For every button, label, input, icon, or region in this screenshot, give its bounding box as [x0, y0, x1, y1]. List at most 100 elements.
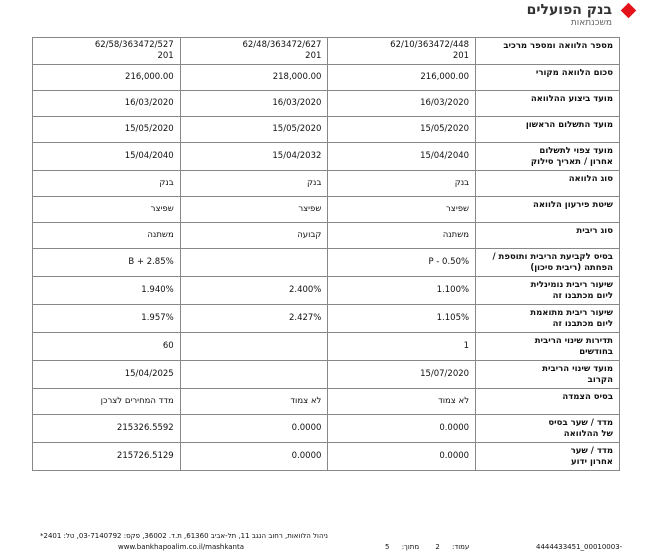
row-label: סכום הלוואה מקורי	[475, 64, 620, 91]
cell: 16/03/2020	[327, 90, 477, 117]
cell: 60	[32, 332, 181, 361]
table-row: שיעור ריבית מתואמת ליום מכתבנו זה 1.105% 2.…	[32, 304, 620, 333]
cell-text: 62/48/363472/627	[242, 40, 322, 50]
cell-text: שיטת פירעון הלוואה	[533, 200, 613, 210]
row-label: מספר הלוואה ומספר מרכיב	[475, 37, 620, 65]
cell-text: 1	[463, 341, 470, 351]
cell: 62/58/363472/527 201	[32, 37, 181, 65]
cell: P - 0.50%	[327, 248, 477, 277]
cell-text: 16/03/2020	[420, 98, 470, 108]
cell-text: הפחתה (ריבית סיכון)	[530, 263, 613, 273]
cell-text: 15/05/2020	[420, 124, 470, 134]
table-row: מועד התשלום הראשון 15/05/2020 15/05/2020 15…	[32, 116, 620, 143]
row-label: מדד / שער בסיס של ההלוואה	[475, 414, 620, 443]
cell-text: בסיס הצמדה	[562, 392, 613, 402]
table-row: בסיס הצמדה לא צמוד לא צמוד מדד המחירים לצרכ…	[32, 388, 620, 415]
table-row: סכום הלוואה מקורי 216,000.00 218,000.00 216…	[32, 64, 620, 91]
cell-text: ליום מכתבנו זה	[552, 319, 613, 329]
cell: בנק	[32, 170, 181, 197]
cell: 16/03/2020	[32, 90, 181, 117]
cell: 15/04/2025	[32, 360, 181, 389]
cell: 15/04/2040	[32, 142, 181, 171]
cell-text: 15/07/2020	[420, 369, 470, 379]
row-label: שיטת פירעון הלוואה	[475, 196, 620, 223]
cell-text: שיעור ריבית מתואמת	[530, 308, 613, 318]
table-row: מועד צפוי לתשלום אחרון / תאריך סילוק 15/04…	[32, 142, 620, 171]
table-row: שיעור ריבית נומינלית ליום מכתבנו זה 1.100%…	[32, 276, 620, 305]
table-row: סוג ריבית משתנה קבועה משתנה	[32, 222, 620, 249]
cell-text: מועד התשלום הראשון	[525, 120, 613, 130]
cell-text: מועד ביצוע ההלוואה	[530, 94, 613, 104]
cell: 215726.5129	[32, 442, 181, 471]
cell-text: 2.400%	[288, 285, 322, 295]
cell-text: 16/03/2020	[124, 98, 174, 108]
cell: קבועה	[179, 222, 329, 249]
cell	[179, 248, 329, 277]
cell-text: בנק	[307, 178, 322, 188]
row-label: סוג ריבית	[475, 222, 620, 249]
row-label: מדד / שער אחרון ידוע	[475, 442, 620, 471]
cell-text: 201	[452, 51, 470, 61]
cell-text: 62/58/363472/527	[94, 40, 174, 50]
cell: 1.957%	[32, 304, 181, 333]
cell: 216,000.00	[32, 64, 181, 91]
bank-name: בנק הפועלים	[526, 2, 612, 18]
row-label: שיעור ריבית מתואמת ליום מכתבנו זה	[475, 304, 620, 333]
cell-text: 0.0000	[291, 451, 322, 461]
cell-text: 1.105%	[436, 313, 470, 323]
cell-text: 0.0000	[439, 423, 470, 433]
row-label: שיעור ריבית נומינלית ליום מכתבנו זה	[475, 276, 620, 305]
cell-text: משתנה	[442, 230, 470, 240]
row-label: סוג הלוואה	[475, 170, 620, 197]
cell: 218,000.00	[179, 64, 329, 91]
cell: 15/05/2020	[327, 116, 477, 143]
cell-text: 15/04/2040	[420, 151, 470, 161]
cell: 0.0000	[179, 442, 329, 471]
cell: 62/48/363472/627 201	[179, 37, 329, 65]
footer-address: ניהול הלוואות, רחוב הנגב 11, תל-אביב 613…	[40, 532, 328, 540]
cell: 2.400%	[179, 276, 329, 305]
cell-text: 201	[157, 51, 174, 61]
cell-text: סוג ריבית	[576, 226, 613, 236]
cell: לא צמוד	[327, 388, 477, 415]
page-info: עמוד: 2 מתוך: 5	[385, 543, 469, 551]
cell-text: 2.427%	[288, 313, 322, 323]
of-label: מתוך:	[401, 543, 420, 551]
cell-text: אחרון ידוע	[570, 457, 613, 467]
cell-text: מדד המחירים לצרכן	[100, 396, 174, 406]
cell-text: תדירות שינוי הריבית	[534, 336, 613, 346]
cell: מדד המחירים לצרכן	[32, 388, 181, 415]
cell-text: סוג הלוואה	[568, 174, 613, 184]
cell: 1.940%	[32, 276, 181, 305]
table-row: בסיס לקביעת הריבית ותוספת / הפחתה (ריבית …	[32, 248, 620, 277]
cell-text: 0.0000	[291, 423, 322, 433]
cell: לא צמוד	[179, 388, 329, 415]
cell: 62/10/363472/448 201	[327, 37, 477, 65]
cell: משתנה	[327, 222, 477, 249]
table-row: תדירות שינוי הריבית בחודשים 1 60	[32, 332, 620, 361]
logo-icon	[620, 2, 637, 19]
cell-text: 1.100%	[436, 285, 470, 295]
cell-text: 62/10/363472/448	[390, 40, 470, 50]
cell: 15/05/2020	[179, 116, 329, 143]
cell-text: 215726.5129	[116, 451, 174, 461]
cell-text: 1.957%	[141, 313, 174, 323]
cell-text: 15/05/2020	[272, 124, 322, 134]
row-label: תדירות שינוי הריבית בחודשים	[475, 332, 620, 361]
row-label: בסיס לקביעת הריבית ותוספת / הפחתה (ריבית …	[475, 248, 620, 277]
cell: משתנה	[32, 222, 181, 249]
cell: 16/03/2020	[179, 90, 329, 117]
cell-text: סכום הלוואה מקורי	[535, 68, 613, 78]
cell: 15/05/2020	[32, 116, 181, 143]
cell	[179, 360, 329, 389]
cell-text: בחודשים	[579, 347, 613, 357]
cell-text: שיעור ריבית נומינלית	[530, 280, 613, 290]
cell: 15/04/2032	[179, 142, 329, 171]
row-label: מועד צפוי לתשלום אחרון / תאריך סילוק	[475, 142, 620, 171]
cell-text: 218,000.00	[272, 72, 322, 82]
page-number: 2	[435, 543, 440, 551]
cell: 0.0000	[327, 414, 477, 443]
cell-text: בנק	[159, 178, 174, 188]
cell-text: מדד / שער	[570, 446, 613, 456]
cell-text: 1.940%	[141, 285, 174, 295]
